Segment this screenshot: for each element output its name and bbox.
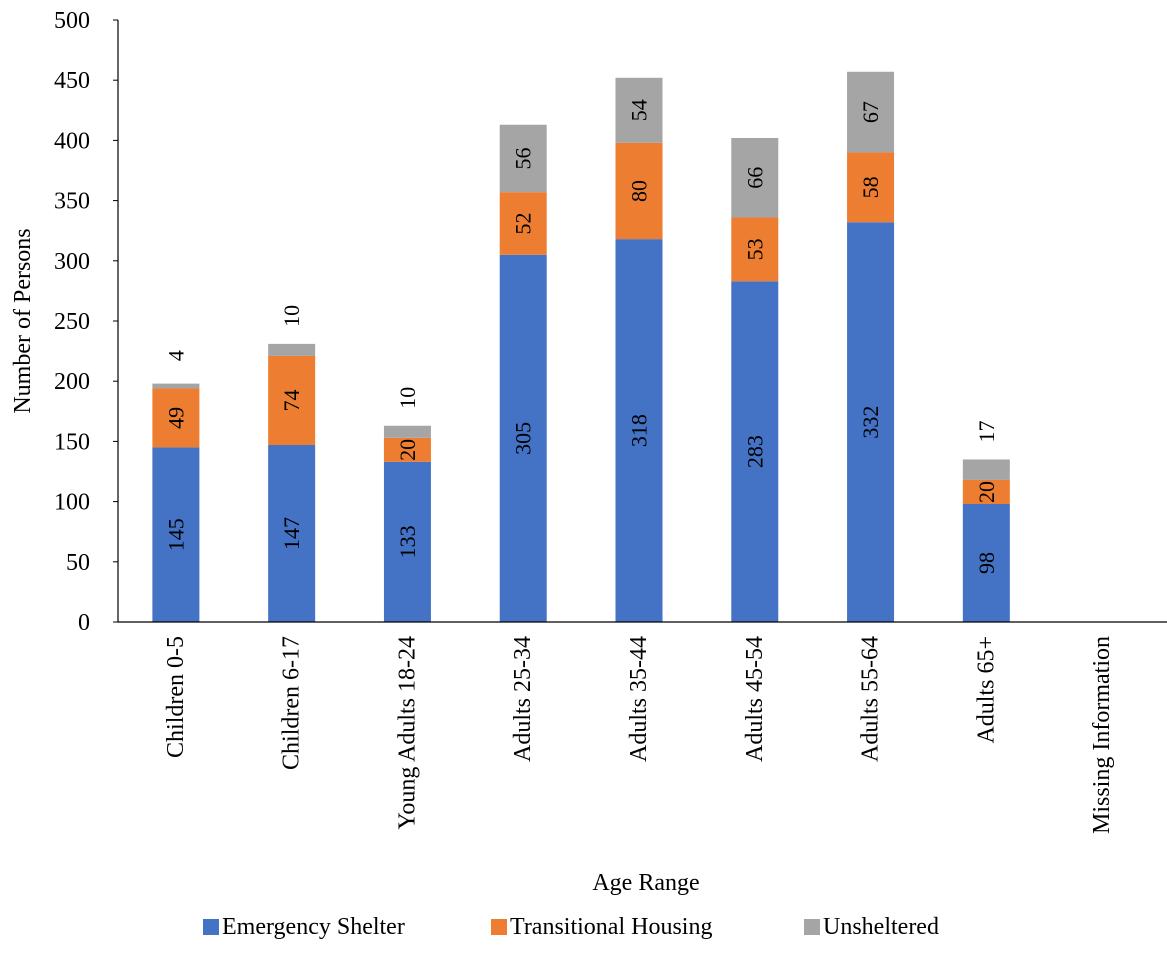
x-category-label: Adults 25-34 xyxy=(510,636,536,762)
data-label: 52 xyxy=(511,212,536,234)
data-label: 53 xyxy=(742,238,767,260)
bar-transitional-housing xyxy=(962,479,1010,505)
x-category-label: Adults 35-44 xyxy=(626,636,652,762)
x-category-label: Adults 65+ xyxy=(973,636,999,744)
y-tick-label: 200 xyxy=(54,369,90,395)
data-label: 305 xyxy=(511,422,536,455)
y-tick-label: 100 xyxy=(54,490,90,516)
y-tick-label: 350 xyxy=(54,189,90,215)
bar-transitional-housing xyxy=(152,388,200,448)
legend-swatch xyxy=(804,919,820,935)
bar-transitional-housing xyxy=(731,217,779,282)
data-label: 147 xyxy=(279,517,304,550)
data-label: 332 xyxy=(858,406,883,439)
bar-emergency-shelter xyxy=(152,447,200,622)
bar-transitional-housing xyxy=(383,437,431,462)
bar-transitional-housing xyxy=(499,192,547,255)
bar-emergency-shelter xyxy=(615,239,663,623)
legend-swatch xyxy=(491,919,507,935)
data-label: 56 xyxy=(511,147,536,169)
bar-transitional-housing xyxy=(615,142,663,240)
bar-unsheltered xyxy=(615,77,663,143)
bar-emergency-shelter xyxy=(268,445,316,622)
y-tick-label: 300 xyxy=(54,249,90,275)
y-tick-label: 0 xyxy=(78,610,90,636)
y-tick-label: 50 xyxy=(66,550,90,576)
bar-unsheltered xyxy=(731,137,779,218)
bar-unsheltered xyxy=(268,343,316,356)
data-label: 49 xyxy=(163,407,188,429)
data-label: 66 xyxy=(742,167,767,189)
y-tick-label: 450 xyxy=(54,68,90,94)
axes xyxy=(117,20,1167,623)
bar-emergency-shelter xyxy=(731,281,779,622)
bar-unsheltered xyxy=(847,71,895,153)
bar-emergency-shelter xyxy=(383,461,431,622)
bar-transitional-housing xyxy=(847,152,895,223)
y-tick-label: 500 xyxy=(54,8,90,34)
y-tick-label: 400 xyxy=(54,128,90,154)
legend-label: Unsheltered xyxy=(823,914,939,940)
x-category-label: Adults 55-64 xyxy=(858,636,884,762)
y-axis-ticks: 0 50 100 150 200 250 300 350 400 450 500 xyxy=(54,8,118,636)
bar-series xyxy=(152,71,1010,623)
data-label: 67 xyxy=(858,101,883,123)
x-axis-title: Age Range xyxy=(592,870,699,896)
legend-label: Emergency Shelter xyxy=(222,914,405,940)
bar-emergency-shelter xyxy=(962,504,1010,622)
data-label: 133 xyxy=(395,525,420,558)
data-label: 74 xyxy=(279,389,304,411)
legend-swatch xyxy=(203,919,219,935)
legend: Emergency Shelter Transitional Housing Uns… xyxy=(203,914,939,940)
data-label: 17 xyxy=(974,420,999,442)
bar-emergency-shelter xyxy=(847,222,895,622)
bar-unsheltered xyxy=(499,124,547,193)
data-label: 4 xyxy=(163,350,188,361)
bar-unsheltered xyxy=(962,459,1010,480)
x-category-label: Children 0-5 xyxy=(163,636,189,758)
bar-emergency-shelter xyxy=(499,254,547,622)
data-label: 98 xyxy=(974,552,999,574)
bar-unsheltered xyxy=(152,383,200,389)
data-label: 10 xyxy=(279,305,304,327)
y-tick-label: 150 xyxy=(54,429,90,455)
legend-label: Transitional Housing xyxy=(510,914,712,940)
data-label: 20 xyxy=(395,439,420,461)
data-label: 283 xyxy=(742,435,767,468)
data-label: 58 xyxy=(858,176,883,198)
data-label: 20 xyxy=(974,481,999,503)
data-label: 145 xyxy=(163,518,188,551)
x-category-label: Missing Information xyxy=(1089,636,1115,834)
y-axis-title: Number of Persons xyxy=(10,228,36,413)
bar-transitional-housing xyxy=(268,355,316,446)
bar-unsheltered xyxy=(383,425,431,438)
x-category-label: Young Adults 18-24 xyxy=(394,636,420,830)
y-tick-label: 250 xyxy=(54,309,90,335)
data-label: 54 xyxy=(627,99,652,121)
data-labels: 145 49 4 147 74 10 133 20 10 305 52 56 318 80 54 283 53 6… xyxy=(163,99,998,574)
data-label: 10 xyxy=(395,387,420,409)
x-category-label: Adults 45-54 xyxy=(742,636,768,762)
data-label: 318 xyxy=(627,414,652,447)
data-label: 80 xyxy=(627,180,652,202)
x-axis-categories: Children 0-5 Children 6-17 Young Adults 18… xyxy=(163,636,1115,834)
x-category-label: Children 6-17 xyxy=(279,636,305,770)
